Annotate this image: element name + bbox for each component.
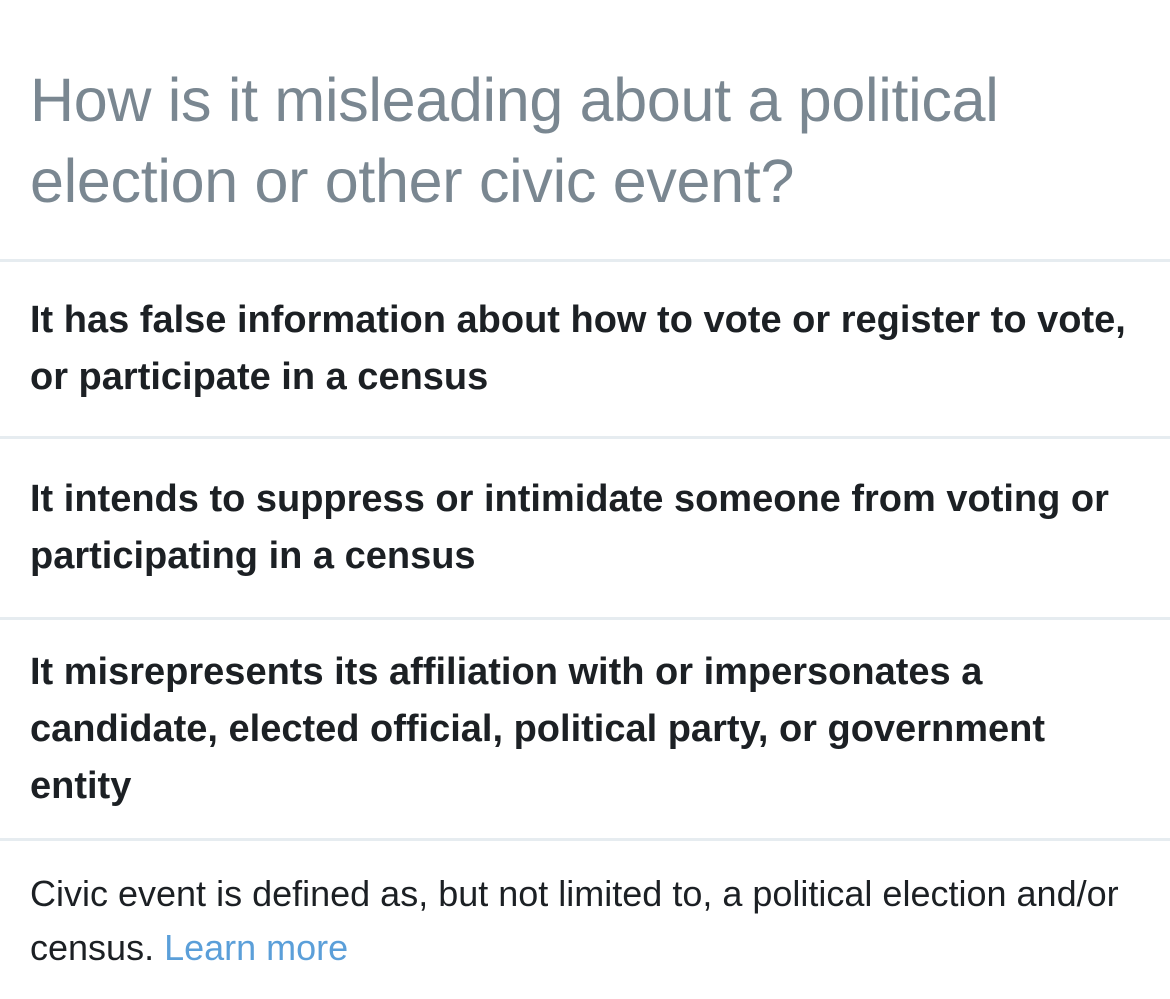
option-label: It misrepresents its affiliation with or… (30, 650, 1045, 807)
option-label: It intends to suppress or intimidate som… (30, 478, 1109, 577)
civic-event-definition: Civic event is defined as, but not limit… (30, 873, 1119, 968)
option-false-voting-information[interactable]: It has false information about how to vo… (0, 262, 1170, 439)
option-misrepresents-affiliation[interactable]: It misrepresents its affiliation with or… (0, 620, 1170, 841)
header: How is it misleading about a political e… (0, 0, 1170, 262)
definition-text: Civic event is defined as, but not limit… (30, 873, 1119, 968)
learn-more-link[interactable]: Learn more (164, 927, 349, 968)
footer-note: Civic event is defined as, but not limit… (0, 841, 1170, 975)
option-voter-suppression[interactable]: It intends to suppress or intimidate som… (0, 439, 1170, 620)
option-label: It has false information about how to vo… (30, 299, 1126, 398)
page-title: How is it misleading about a political e… (30, 66, 999, 215)
